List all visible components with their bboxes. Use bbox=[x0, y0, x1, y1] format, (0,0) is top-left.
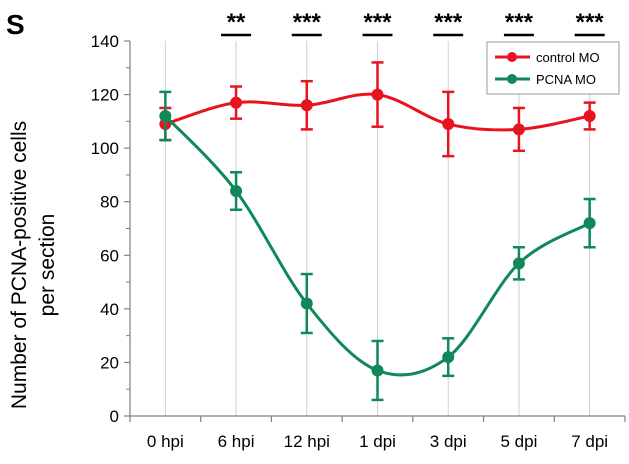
y-tick-label-5: 100 bbox=[91, 139, 119, 158]
y-tick-label-1: 20 bbox=[100, 353, 119, 372]
y-axis-title: Number of PCNA-positive cells per sectio… bbox=[8, 121, 59, 409]
y-axis-title-line-1: Number of PCNA-positive cells bbox=[8, 121, 31, 409]
y-tick-label-4: 80 bbox=[100, 193, 119, 212]
x-tick-label-6: 7 dpi bbox=[571, 432, 608, 451]
legend: control MO PCNA MO bbox=[486, 41, 620, 95]
x-tick-label-0: 0 hpi bbox=[147, 432, 184, 451]
x-tick-label-4: 3 dpi bbox=[430, 432, 467, 451]
data-point-1-4 bbox=[442, 351, 455, 364]
data-point-1-5 bbox=[512, 257, 525, 270]
y-tick-label-2: 40 bbox=[100, 300, 119, 319]
series-layer bbox=[159, 61, 596, 402]
data-point-0-3 bbox=[371, 88, 384, 101]
data-point-1-2 bbox=[300, 297, 313, 310]
significance-label-3: *** bbox=[363, 9, 392, 36]
data-point-0-6 bbox=[583, 110, 596, 122]
series-0 bbox=[159, 61, 596, 158]
significance-label-1: ** bbox=[227, 9, 246, 36]
significance-label-5: *** bbox=[505, 9, 534, 36]
legend-label-pcna-mo: PCNA MO bbox=[536, 72, 596, 87]
legend-marker-pcna-mo bbox=[507, 74, 517, 84]
legend-marker-control-mo bbox=[507, 52, 517, 62]
series-1 bbox=[159, 90, 596, 402]
y-tick-label-6: 120 bbox=[91, 86, 119, 105]
data-point-0-2 bbox=[300, 99, 313, 112]
legend-box bbox=[486, 41, 620, 95]
data-point-1-0 bbox=[159, 110, 172, 122]
y-axis: 0 20 40 60 80 100 120 140 bbox=[91, 32, 131, 426]
data-point-1-1 bbox=[230, 185, 243, 197]
panel-label: S bbox=[6, 9, 25, 40]
x-tick-label-1: 6 hpi bbox=[218, 432, 255, 451]
x-axis: 0 hpi 6 hpi 12 hpi 1 dpi 3 dpi 5 dpi 7 dpi bbox=[129, 415, 626, 451]
y-tick-label-0: 0 bbox=[110, 407, 119, 426]
significance-markers: ** *** *** *** *** *** bbox=[221, 9, 605, 37]
significance-label-4: *** bbox=[434, 9, 463, 36]
legend-label-control-mo: control MO bbox=[536, 50, 600, 65]
x-tick-label-5: 5 dpi bbox=[500, 432, 537, 451]
data-point-0-5 bbox=[512, 123, 525, 136]
x-tick-label-2: 12 hpi bbox=[284, 432, 330, 451]
significance-label-6: *** bbox=[576, 9, 605, 36]
data-point-0-1 bbox=[230, 96, 243, 109]
significance-label-2: *** bbox=[293, 9, 322, 36]
data-point-0-4 bbox=[442, 118, 455, 131]
y-tick-label-7: 140 bbox=[91, 32, 119, 51]
data-point-1-6 bbox=[583, 217, 596, 230]
data-point-1-3 bbox=[371, 364, 384, 377]
y-axis-title-line-2: per section bbox=[36, 214, 59, 317]
y-tick-label-3: 60 bbox=[100, 246, 119, 265]
x-tick-label-3: 1 dpi bbox=[359, 432, 396, 451]
